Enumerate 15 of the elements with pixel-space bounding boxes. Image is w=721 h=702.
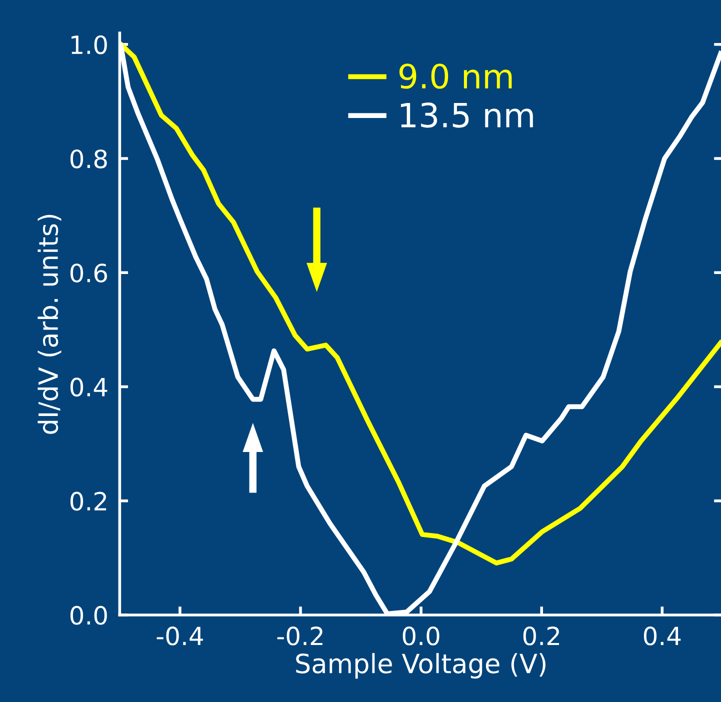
x-tick-label: -0.4 (156, 626, 203, 646)
y-tick-label: 0.4 (70, 378, 108, 397)
x-tick-label: 0.4 (644, 626, 681, 646)
y-tick-label: 0.8 (70, 149, 107, 168)
y-axis-title: dI/dV (arb. units) (38, 214, 62, 434)
x-axis-title: Sample Voltage (V) (296, 653, 546, 679)
y-tick-label: 0.2 (70, 492, 106, 511)
y-tick-label: 0.6 (70, 264, 107, 282)
y-tick-label: 0.0 (70, 606, 107, 625)
legend-label: 13.5 nm (400, 102, 533, 128)
x-tick-label: -0.2 (277, 626, 322, 646)
x-tick-label: 0.0 (402, 626, 440, 646)
x-tick-label: 0.2 (523, 626, 559, 646)
y-tick-label: 1.0 (72, 35, 107, 54)
legend-label: 9.0 nm (399, 64, 512, 89)
